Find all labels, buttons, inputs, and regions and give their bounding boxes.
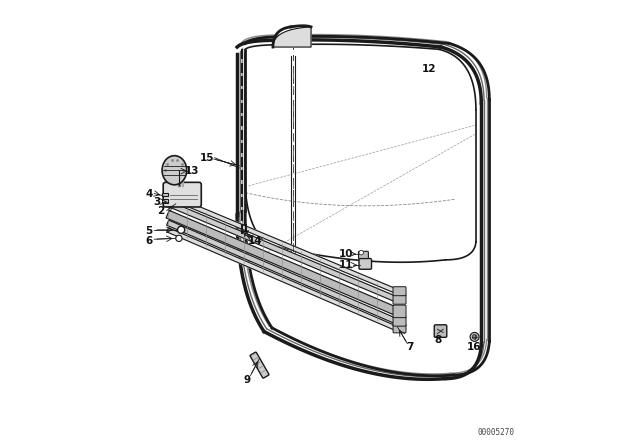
FancyBboxPatch shape	[163, 182, 202, 207]
FancyBboxPatch shape	[393, 316, 406, 326]
Text: 8: 8	[434, 336, 442, 345]
Bar	[163, 193, 168, 196]
FancyBboxPatch shape	[359, 258, 371, 269]
Text: 00005270: 00005270	[478, 428, 515, 437]
Text: 5: 5	[145, 226, 152, 236]
Text: 3: 3	[154, 197, 161, 207]
Text: 1: 1	[241, 224, 249, 234]
Circle shape	[177, 226, 185, 233]
Text: 6: 6	[145, 236, 152, 246]
Ellipse shape	[162, 156, 187, 185]
FancyBboxPatch shape	[393, 324, 406, 333]
Polygon shape	[167, 228, 397, 331]
FancyBboxPatch shape	[435, 325, 447, 337]
Polygon shape	[166, 211, 397, 315]
FancyBboxPatch shape	[393, 287, 406, 296]
Text: 4: 4	[145, 189, 152, 198]
Text: 9: 9	[244, 375, 251, 385]
Text: 15: 15	[200, 153, 214, 163]
Text: 12: 12	[422, 65, 436, 74]
FancyBboxPatch shape	[393, 305, 406, 318]
Bar	[163, 199, 168, 203]
Polygon shape	[166, 201, 397, 302]
Circle shape	[359, 250, 364, 255]
Polygon shape	[166, 220, 397, 324]
FancyBboxPatch shape	[250, 352, 269, 378]
Polygon shape	[273, 27, 311, 47]
Text: 13: 13	[184, 166, 199, 176]
FancyBboxPatch shape	[358, 251, 369, 258]
Circle shape	[176, 235, 182, 241]
Polygon shape	[167, 194, 397, 293]
Text: 2: 2	[157, 206, 164, 215]
Text: 16: 16	[467, 342, 482, 352]
Circle shape	[472, 335, 477, 339]
Text: 10: 10	[339, 249, 353, 259]
Circle shape	[470, 332, 479, 341]
FancyBboxPatch shape	[393, 294, 406, 304]
Text: 14: 14	[248, 236, 262, 246]
Text: 7: 7	[406, 342, 413, 352]
Text: 11: 11	[339, 260, 353, 270]
